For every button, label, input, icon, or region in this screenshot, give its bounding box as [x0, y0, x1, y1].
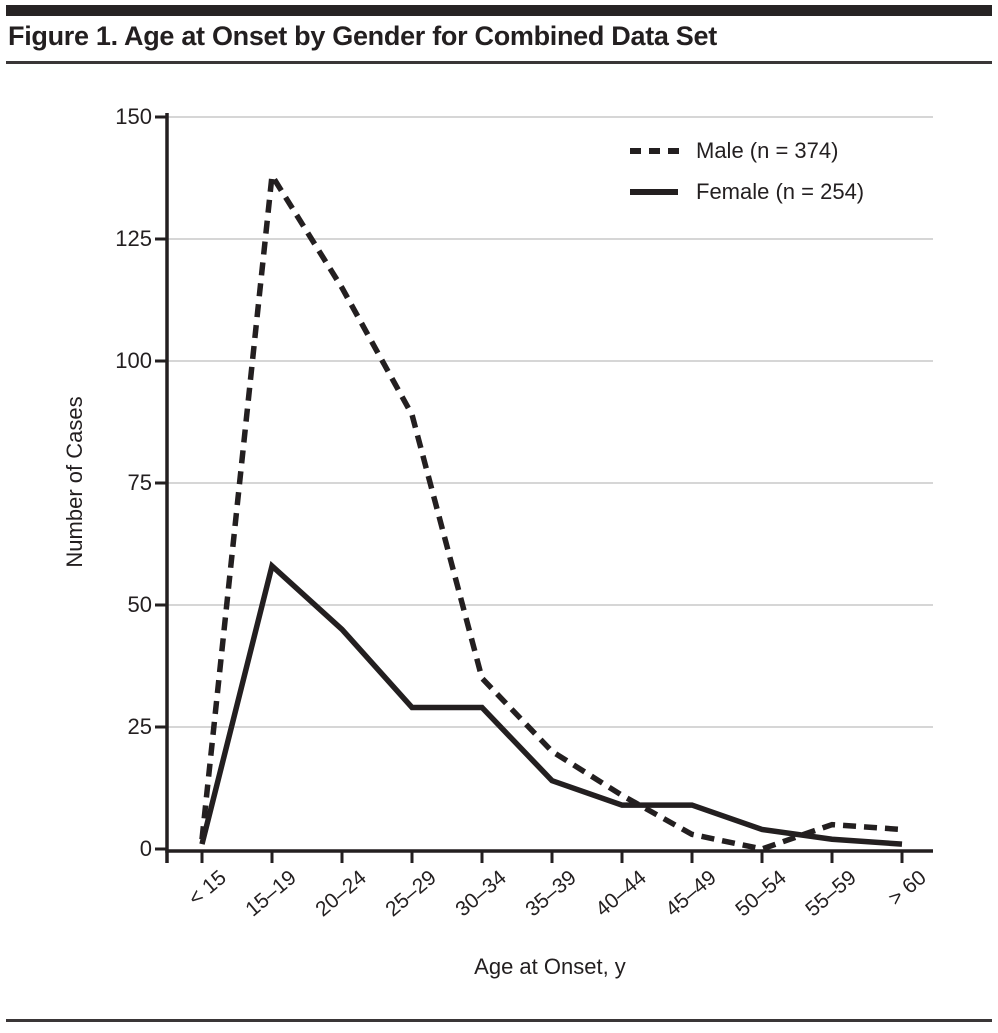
y-tick-label: 150: [115, 104, 152, 129]
bottom-rule: [6, 1019, 992, 1022]
y-tick-label: 0: [139, 836, 152, 861]
y-axis-title: Number of Cases: [62, 396, 87, 568]
y-tick-label: 100: [115, 348, 152, 373]
male-series-line: [199, 167, 903, 852]
legend-item-female: Female (n = 254): [628, 179, 864, 205]
legend-label-male: Male (n = 374): [696, 138, 839, 163]
y-tick-label: 50: [127, 592, 152, 617]
female-solid-line-sample: [630, 189, 678, 195]
legend-item-male: Male (n = 374): [628, 138, 864, 164]
legend: Male (n = 374) Female (n = 254): [628, 138, 864, 220]
title-divider: [6, 61, 992, 64]
x-axis-title: Age at Onset, y: [474, 954, 626, 979]
figure-title: Figure 1. Age at Onset by Gender for Com…: [8, 21, 717, 51]
y-tick-label: 25: [127, 714, 152, 739]
top-rule: [6, 5, 992, 16]
y-tick-label: 125: [115, 226, 152, 251]
y-tick-label: 75: [127, 470, 152, 495]
legend-label-female: Female (n = 254): [696, 179, 865, 204]
female-series-line: [199, 560, 903, 847]
male-dashed-line-sample: [630, 148, 684, 154]
